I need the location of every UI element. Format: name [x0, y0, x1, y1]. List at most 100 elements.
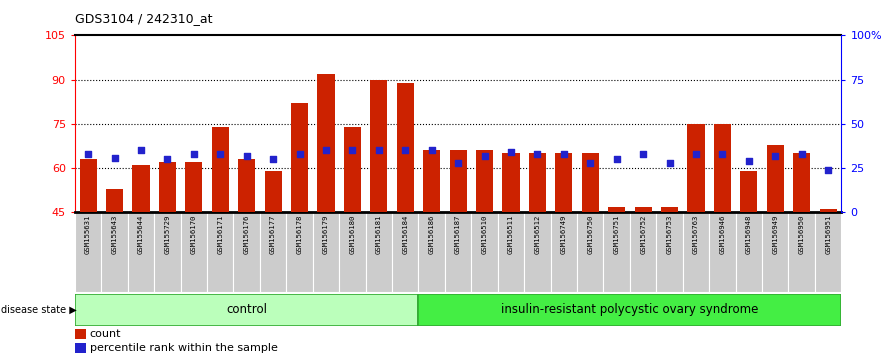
- Text: GSM155643: GSM155643: [112, 215, 117, 254]
- Point: [425, 148, 439, 153]
- Bar: [709, 212, 736, 292]
- Bar: [577, 212, 603, 292]
- Bar: [423, 150, 440, 212]
- Text: GSM156946: GSM156946: [720, 215, 725, 254]
- Bar: [498, 212, 524, 292]
- Text: GSM156751: GSM156751: [614, 215, 619, 254]
- Bar: [471, 212, 498, 292]
- Text: GSM156753: GSM156753: [667, 215, 672, 254]
- Text: GSM156950: GSM156950: [799, 215, 804, 254]
- Point: [398, 148, 412, 153]
- Bar: [392, 212, 418, 292]
- Point: [319, 148, 333, 153]
- Bar: [656, 212, 683, 292]
- Bar: [154, 212, 181, 292]
- Text: GSM156186: GSM156186: [429, 215, 434, 254]
- Bar: [106, 189, 123, 212]
- Bar: [819, 210, 837, 212]
- Point: [715, 151, 729, 157]
- Bar: [449, 150, 467, 212]
- Bar: [815, 212, 841, 292]
- Bar: [75, 343, 85, 353]
- Point: [821, 167, 835, 173]
- Text: GSM156749: GSM156749: [561, 215, 566, 254]
- Bar: [445, 212, 471, 292]
- Bar: [233, 212, 260, 292]
- Bar: [207, 212, 233, 292]
- Bar: [339, 212, 366, 292]
- Bar: [344, 127, 361, 212]
- Bar: [211, 127, 229, 212]
- Bar: [555, 153, 573, 212]
- Text: GSM156951: GSM156951: [825, 215, 831, 254]
- Bar: [418, 212, 445, 292]
- Bar: [132, 165, 150, 212]
- Bar: [736, 212, 762, 292]
- Text: GSM155644: GSM155644: [138, 215, 144, 254]
- Point: [504, 149, 518, 155]
- Point: [213, 151, 227, 157]
- Text: GSM156177: GSM156177: [270, 215, 276, 254]
- Bar: [630, 212, 656, 292]
- Bar: [476, 150, 493, 212]
- Text: insulin-resistant polycystic ovary syndrome: insulin-resistant polycystic ovary syndr…: [501, 303, 759, 316]
- Text: GSM156178: GSM156178: [297, 215, 302, 254]
- Point: [636, 151, 650, 157]
- Text: GSM156512: GSM156512: [535, 215, 540, 254]
- Text: GSM155729: GSM155729: [165, 215, 170, 254]
- Bar: [370, 80, 388, 212]
- Text: GSM156511: GSM156511: [508, 215, 514, 254]
- Point: [266, 156, 280, 162]
- Text: GSM156763: GSM156763: [693, 215, 699, 254]
- Text: GSM156171: GSM156171: [218, 215, 223, 254]
- Point: [530, 151, 544, 157]
- Text: control: control: [226, 303, 267, 316]
- Bar: [581, 153, 599, 212]
- Bar: [608, 206, 626, 212]
- Bar: [524, 212, 551, 292]
- Point: [372, 148, 386, 153]
- Point: [187, 151, 201, 157]
- Text: GSM156170: GSM156170: [191, 215, 196, 254]
- Bar: [75, 212, 101, 292]
- Bar: [740, 171, 758, 212]
- Text: GSM156180: GSM156180: [350, 215, 355, 254]
- Bar: [762, 212, 788, 292]
- Text: GSM156184: GSM156184: [403, 215, 408, 254]
- Point: [663, 160, 677, 166]
- Point: [742, 158, 756, 164]
- Bar: [185, 162, 203, 212]
- Point: [160, 156, 174, 162]
- Bar: [366, 212, 392, 292]
- Bar: [317, 74, 335, 212]
- Bar: [418, 294, 841, 326]
- Point: [478, 153, 492, 159]
- Text: disease state ▶: disease state ▶: [1, 305, 77, 315]
- Bar: [264, 171, 282, 212]
- Bar: [788, 212, 815, 292]
- Bar: [529, 153, 546, 212]
- Point: [451, 160, 465, 166]
- Bar: [714, 124, 731, 212]
- Bar: [766, 144, 784, 212]
- Point: [557, 151, 571, 157]
- Bar: [260, 212, 286, 292]
- Bar: [603, 212, 630, 292]
- Bar: [75, 329, 85, 339]
- Text: GSM156179: GSM156179: [323, 215, 329, 254]
- Text: GSM156187: GSM156187: [455, 215, 461, 254]
- Bar: [159, 162, 176, 212]
- Text: GSM156948: GSM156948: [746, 215, 751, 254]
- Bar: [75, 294, 418, 326]
- Text: GDS3104 / 242310_at: GDS3104 / 242310_at: [75, 12, 212, 25]
- Point: [134, 148, 148, 153]
- Bar: [683, 212, 709, 292]
- Bar: [661, 206, 678, 212]
- Bar: [286, 212, 313, 292]
- Bar: [687, 124, 705, 212]
- Text: GSM155631: GSM155631: [85, 215, 91, 254]
- Bar: [502, 153, 520, 212]
- Point: [292, 151, 307, 157]
- Bar: [101, 212, 128, 292]
- Bar: [634, 206, 652, 212]
